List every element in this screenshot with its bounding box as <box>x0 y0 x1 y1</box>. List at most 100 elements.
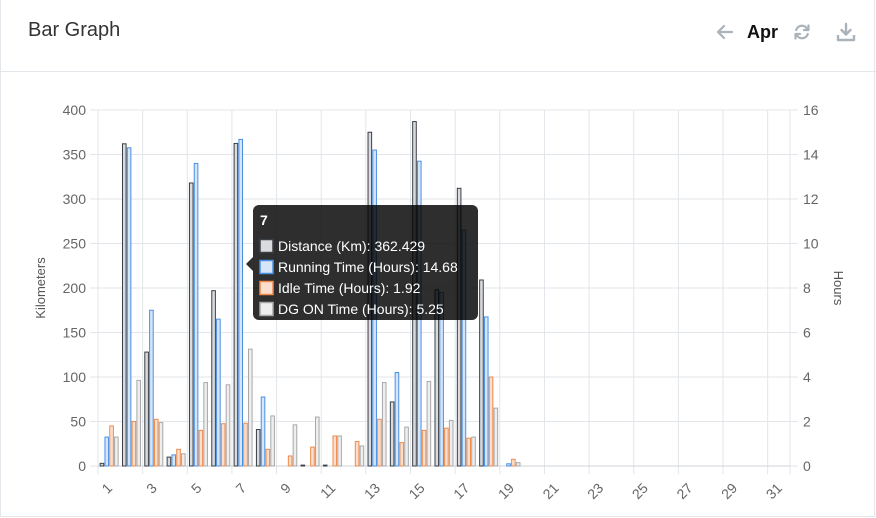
y-right-tick-label: 2 <box>803 414 811 430</box>
bar <box>292 424 298 467</box>
bar <box>456 187 462 467</box>
y-axis-right-label: Hours <box>831 271 846 306</box>
bar <box>471 436 476 467</box>
card-title: Bar Graph <box>28 19 121 41</box>
download-icon <box>836 22 856 42</box>
bar <box>220 423 226 467</box>
y-right-tick-label: 10 <box>803 236 819 252</box>
bar <box>181 453 186 467</box>
x-tick-label: 17 <box>450 480 472 502</box>
tooltip-swatch <box>259 301 274 317</box>
x-tick-label: 7 <box>232 480 249 497</box>
tooltip-item: Running Time (Hours): 14.68 <box>278 259 458 275</box>
bar <box>265 448 271 467</box>
bar <box>483 316 489 467</box>
bar <box>404 426 409 467</box>
bar <box>104 436 110 467</box>
tooltip-item: Distance (Km): 362.429 <box>278 238 425 254</box>
tooltip-item: DG ON Time (Hours): 5.25 <box>278 301 444 317</box>
bar <box>188 182 194 467</box>
bar <box>238 138 243 467</box>
x-tick-label: 9 <box>277 480 294 497</box>
x-tick-label: 15 <box>405 480 427 502</box>
y-right-tick-label: 8 <box>803 280 811 296</box>
bar <box>389 401 395 467</box>
bar <box>322 464 328 467</box>
y-right-tick-label: 4 <box>803 369 811 385</box>
bar <box>332 435 338 467</box>
y-axis-left-label: Kilometers <box>33 257 48 319</box>
y-right-tick-label: 14 <box>803 147 819 163</box>
y-left-tick-label: 250 <box>63 236 87 252</box>
tooltip-swatch <box>259 280 274 296</box>
bar <box>99 462 105 467</box>
y-right-tick-label: 6 <box>803 325 811 341</box>
tooltip-item: Idle Time (Hours): 1.92 <box>278 280 421 296</box>
bar <box>144 351 149 467</box>
y-left-tick-label: 300 <box>63 191 87 207</box>
y-left-tick-label: 100 <box>63 369 87 385</box>
bar <box>211 290 216 467</box>
bar <box>126 147 132 467</box>
bar <box>203 382 208 467</box>
x-tick-label: 23 <box>584 480 606 502</box>
bar <box>243 422 248 467</box>
x-tick-label: 31 <box>763 480 785 502</box>
bar <box>287 455 293 467</box>
bar <box>114 436 119 467</box>
bar <box>381 382 387 467</box>
y-left-tick-label: 0 <box>78 458 86 474</box>
bar <box>421 429 427 467</box>
bar <box>337 435 342 467</box>
x-tick-label: 1 <box>98 480 115 497</box>
x-tick-label: 3 <box>143 480 160 497</box>
refresh-icon <box>794 24 810 40</box>
bar <box>225 384 231 467</box>
current-month: Apr <box>747 22 778 42</box>
bar <box>193 162 199 467</box>
y-right-tick-label: 12 <box>803 191 819 207</box>
bar <box>493 407 499 467</box>
chart-grid <box>90 109 798 474</box>
bar <box>448 419 454 467</box>
bar <box>149 309 154 467</box>
bar <box>466 437 472 467</box>
bar <box>479 279 484 467</box>
bar <box>166 456 172 467</box>
bar <box>314 416 320 467</box>
x-tick-label: 29 <box>718 480 740 502</box>
tooltip-box <box>253 205 478 320</box>
bar <box>300 464 306 467</box>
bar <box>511 458 516 467</box>
y-left-tick-label: 50 <box>70 414 86 430</box>
tooltip-title: 7 <box>260 212 268 228</box>
bar <box>121 143 127 467</box>
x-tick-label: 13 <box>361 480 383 502</box>
download-button[interactable] <box>834 20 858 44</box>
bar <box>310 446 315 467</box>
bar <box>488 376 494 467</box>
bar <box>255 429 261 467</box>
bar <box>394 372 400 467</box>
y-left-tick-label: 200 <box>63 280 87 296</box>
tooltip-swatch <box>259 238 274 254</box>
bar <box>426 380 432 467</box>
y-left-tick-label: 400 <box>63 102 87 118</box>
arrow-left-icon <box>716 24 734 40</box>
bar <box>171 454 177 467</box>
bar <box>359 445 365 467</box>
x-tick-label: 19 <box>495 480 517 502</box>
tooltip-swatch <box>259 259 274 275</box>
bar <box>260 396 266 467</box>
bar <box>399 442 405 467</box>
bar <box>158 422 164 467</box>
refresh-button[interactable] <box>790 20 814 44</box>
y-right-tick-label: 16 <box>803 102 819 118</box>
bar <box>109 425 114 467</box>
bar <box>216 318 221 467</box>
bar <box>506 463 511 467</box>
prev-month-button[interactable] <box>713 20 737 44</box>
